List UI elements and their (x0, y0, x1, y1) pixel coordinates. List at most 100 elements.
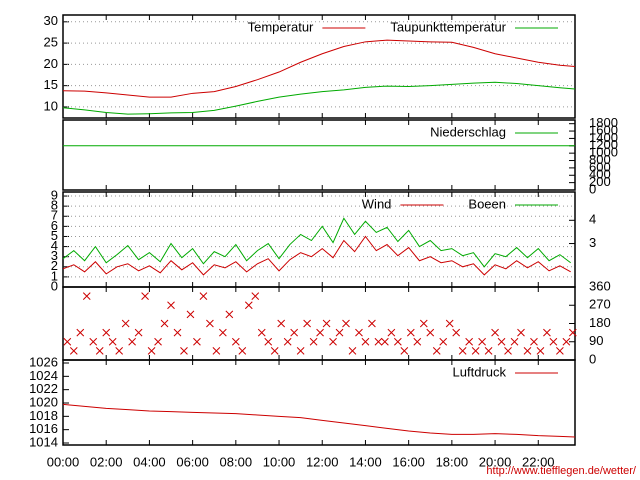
direction-marker (121, 319, 130, 328)
y-tick-label: 1 (51, 268, 58, 283)
direction-marker (173, 328, 182, 337)
x-tick-label: 02:00 (90, 454, 123, 469)
direction-marker (212, 347, 221, 355)
direction-marker (154, 337, 162, 346)
direction-marker (244, 301, 253, 310)
direction-marker (180, 347, 188, 355)
data-line (62, 403, 576, 438)
y-tick-label: 0 (51, 278, 58, 293)
data-line (62, 235, 571, 276)
data-line (62, 217, 571, 268)
legend-label: Luftdruck (453, 364, 507, 379)
direction-marker (322, 319, 331, 328)
y2-tick-label: 270 (589, 297, 611, 312)
direction-marker (290, 328, 299, 337)
direction-marker (283, 337, 292, 346)
y-tick-label: 4 (51, 238, 58, 253)
y-tick-label: 3 (51, 248, 58, 263)
x-tick-label: 16:00 (392, 454, 425, 469)
direction-marker (419, 319, 428, 328)
y-tick-label: 6 (51, 218, 58, 233)
direction-marker (400, 347, 409, 355)
direction-marker (381, 337, 389, 346)
y-tick-label: 1024 (29, 368, 58, 383)
y2-tick-label: 90 (589, 333, 603, 348)
x-tick-label: 08:00 (220, 454, 253, 469)
x-tick-label: 00:00 (47, 454, 80, 469)
direction-marker (523, 347, 532, 355)
direction-marker (406, 328, 415, 337)
y2-tick-label: 200 (589, 174, 611, 189)
footer-link[interactable]: http://www.tiefflegen.de/wetter/ (486, 465, 637, 477)
y-tick-label: 30 (44, 13, 58, 28)
x-tick-label: 04:00 (133, 454, 166, 469)
direction-marker (361, 337, 370, 346)
direction-marker (432, 347, 441, 355)
direction-marker (458, 347, 467, 355)
direction-marker (562, 337, 571, 346)
y-tick-label: 1018 (29, 408, 58, 423)
direction-marker (355, 328, 363, 337)
direction-marker (342, 319, 350, 328)
y-tick-label: 20 (44, 56, 58, 71)
x-tick-label: 06:00 (176, 454, 209, 469)
y2-tick-label: 1800 (589, 115, 618, 130)
legend-label: Boeen (468, 196, 506, 211)
direction-marker (147, 347, 156, 355)
direction-marker (225, 310, 234, 319)
plot-frame (62, 119, 576, 191)
plot-frame (62, 286, 576, 361)
y-tick-label: 1022 (29, 381, 58, 396)
y-tick-label: 25 (44, 35, 58, 50)
direction-marker (115, 347, 124, 355)
y-tick-label: 1026 (29, 354, 58, 369)
direction-marker (199, 292, 208, 300)
direction-marker (484, 347, 493, 355)
direction-marker (296, 347, 305, 355)
direction-marker (141, 292, 149, 300)
direction-marker (491, 328, 499, 337)
plot-frame (62, 359, 576, 446)
direction-marker (160, 319, 169, 328)
direction-marker (387, 328, 396, 337)
direction-marker (193, 337, 201, 346)
y2-tick-label: 400 (589, 167, 611, 182)
direction-marker (76, 328, 85, 337)
direction-marker (63, 337, 72, 346)
y2-tick-label: 600 (589, 159, 611, 174)
x-tick-label: 20:00 (479, 454, 512, 469)
direction-marker (393, 337, 402, 346)
direction-marker (167, 301, 175, 310)
x-tick-label: 22:00 (522, 454, 555, 469)
direction-marker (497, 337, 506, 346)
direction-marker (348, 347, 357, 355)
direction-marker (95, 347, 104, 355)
x-tick-label: 18:00 (436, 454, 469, 469)
direction-marker (309, 337, 318, 346)
direction-marker (102, 328, 111, 337)
direction-marker (238, 347, 247, 355)
y-tick-label: 7 (51, 208, 58, 223)
direction-marker (134, 328, 143, 337)
data-line (62, 81, 576, 115)
direction-marker (568, 328, 577, 337)
y-tick-label: 9 (51, 187, 58, 202)
y-tick-label: 1016 (29, 421, 58, 436)
y-tick-label: 1014 (29, 434, 58, 449)
direction-marker (543, 328, 551, 337)
y2-tick-label: 800 (589, 152, 611, 167)
direction-marker (530, 337, 538, 346)
direction-marker (277, 319, 286, 328)
y2-tick-label: 0 (589, 351, 596, 366)
direction-marker (128, 337, 136, 346)
direction-marker (329, 337, 337, 346)
direction-marker (426, 328, 435, 337)
y2-tick-label: 1200 (589, 137, 618, 152)
direction-marker (478, 337, 486, 346)
x-tick-label: 10:00 (263, 454, 296, 469)
direction-marker (219, 328, 227, 337)
legend-label: Taupunkttemperatur (390, 19, 506, 34)
direction-marker (517, 328, 525, 337)
legend-label: Niederschlag (430, 124, 506, 139)
